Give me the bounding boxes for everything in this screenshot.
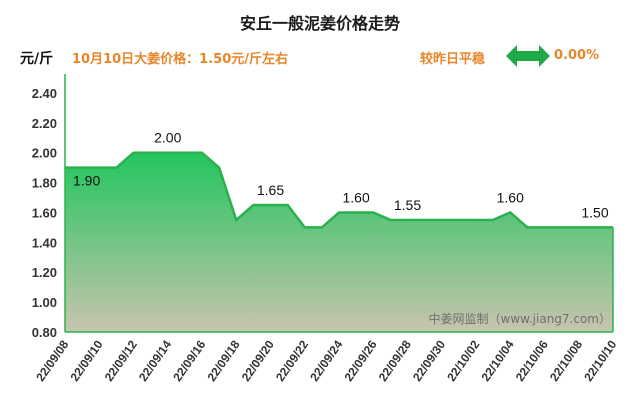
x-tick-label: 22/09/18 bbox=[204, 337, 242, 384]
x-tick-label: 22/09/28 bbox=[376, 337, 414, 384]
data-label: 1.90 bbox=[73, 173, 100, 189]
data-label: 2.00 bbox=[154, 130, 181, 146]
chart-title: 安丘一般泥姜价格走势 bbox=[239, 14, 400, 33]
price-line-series bbox=[65, 151, 613, 229]
y-tick-label: 1.20 bbox=[32, 265, 57, 280]
x-tick-label: 22/09/26 bbox=[341, 337, 379, 384]
x-tick-label: 22/10/10 bbox=[581, 337, 619, 384]
x-tick-label: 22/09/08 bbox=[33, 337, 71, 384]
x-tick-label: 22/09/24 bbox=[307, 337, 345, 384]
change-percent: 0.00% bbox=[554, 48, 600, 63]
x-tick-label: 22/09/14 bbox=[136, 337, 174, 384]
y-tick-label: 2.20 bbox=[32, 116, 57, 131]
x-tick-label: 22/10/02 bbox=[444, 337, 482, 384]
compare-label: 较昨日平稳 bbox=[420, 52, 486, 67]
y-tick-label: 1.60 bbox=[32, 205, 57, 220]
y-tick-label: 0.80 bbox=[32, 325, 57, 340]
unit-label: 元/斤 bbox=[20, 51, 54, 67]
x-tick-label: 22/09/10 bbox=[67, 337, 105, 384]
watermark: 中姜网监制（www.jiang7.com） bbox=[429, 311, 611, 326]
y-tick-label: 1.80 bbox=[32, 176, 57, 191]
y-tick-label: 2.40 bbox=[32, 86, 57, 101]
x-tick-label: 22/09/20 bbox=[239, 337, 277, 384]
x-tick-label: 22/10/04 bbox=[478, 337, 516, 384]
x-tick-label: 22/10/06 bbox=[513, 337, 551, 384]
data-label: 1.65 bbox=[257, 182, 284, 198]
data-label: 1.55 bbox=[394, 197, 421, 213]
data-label: 1.50 bbox=[581, 204, 608, 220]
price-summary: 10月10日大姜价格：1.50元/斤左右 bbox=[72, 52, 289, 67]
data-label: 1.60 bbox=[343, 189, 370, 205]
y-tick-label: 2.00 bbox=[32, 146, 57, 161]
x-tick-label: 22/10/08 bbox=[547, 337, 585, 384]
data-label: 1.60 bbox=[497, 189, 524, 205]
double-arrow-icon bbox=[506, 45, 550, 67]
y-tick-label: 1.00 bbox=[32, 295, 57, 310]
price-area bbox=[65, 152, 613, 332]
x-tick-label: 22/09/16 bbox=[170, 337, 208, 384]
x-tick-label: 22/09/22 bbox=[273, 337, 311, 384]
x-tick-label: 22/09/30 bbox=[410, 337, 448, 384]
x-tick-label: 22/09/12 bbox=[102, 337, 140, 384]
y-tick-label: 1.40 bbox=[32, 235, 57, 250]
